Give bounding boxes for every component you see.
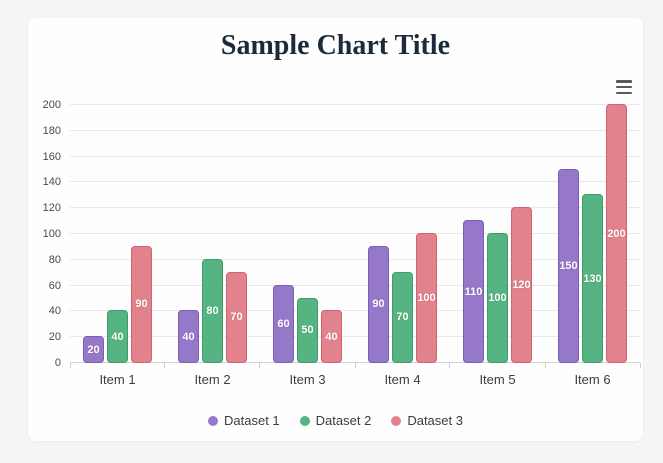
hamburger-line bbox=[616, 85, 632, 89]
gridline bbox=[70, 129, 640, 131]
legend-label: Dataset 3 bbox=[407, 413, 463, 428]
bar-value-label: 120 bbox=[512, 279, 531, 292]
plot-area: 0 20 40 60 80 100 120 140 160 180 200 20 40 90 Item 1 4… bbox=[43, 99, 641, 387]
x-axis-tick bbox=[164, 363, 166, 368]
bar-dataset-1-item-6[interactable]: 150 bbox=[558, 168, 579, 363]
y-axis-label: 200 bbox=[42, 99, 61, 111]
y-axis-label: 120 bbox=[42, 202, 61, 215]
bar-dataset-2-item-1[interactable]: 40 bbox=[107, 310, 128, 363]
bar-value-label: 200 bbox=[607, 227, 626, 240]
bar-group-item-2: 40 80 70 bbox=[165, 105, 260, 363]
bar-group-item-4: 90 70 100 bbox=[355, 105, 450, 363]
bar-value-label: 110 bbox=[464, 285, 483, 298]
legend-marker-icon bbox=[208, 415, 219, 426]
y-axis-label: 40 bbox=[48, 305, 61, 318]
bar-group-item-3: 60 50 40 bbox=[260, 105, 355, 363]
legend-label: Dataset 2 bbox=[315, 413, 372, 428]
bar-dataset-2-item-6[interactable]: 130 bbox=[582, 194, 603, 363]
gridline bbox=[70, 284, 640, 286]
bar-value-label: 40 bbox=[182, 330, 195, 343]
x-axis-tick bbox=[354, 363, 356, 368]
y-axis-label: 180 bbox=[42, 124, 61, 137]
bar-dataset-1-item-5[interactable]: 110 bbox=[463, 220, 484, 363]
bar-value-label: 80 bbox=[206, 304, 219, 317]
bar-group-item-5: 110 100 120 bbox=[450, 105, 545, 363]
bar-value-label: 100 bbox=[488, 292, 507, 304]
legend: Dataset 1 Dataset 2 Dataset 3 bbox=[28, 413, 643, 428]
bar-dataset-3-item-2[interactable]: 70 bbox=[226, 271, 247, 363]
hamburger-menu-icon[interactable] bbox=[616, 80, 634, 94]
y-axis-label: 100 bbox=[42, 228, 61, 240]
bar-dataset-3-item-1[interactable]: 90 bbox=[131, 245, 152, 363]
x-axis-label-item-2: Item 2 bbox=[194, 372, 231, 387]
gridline bbox=[70, 310, 640, 312]
bar-value-label: 90 bbox=[135, 298, 148, 311]
x-axis-line bbox=[70, 362, 640, 363]
legend-marker-icon bbox=[391, 415, 402, 426]
gridline bbox=[70, 336, 640, 338]
gridline bbox=[70, 181, 640, 183]
bar-value-label: 150 bbox=[559, 259, 578, 272]
chart-card: Sample Chart Title 0 20 40 60 80 100 120 140 160… bbox=[28, 18, 643, 441]
x-axis-label-item-3: Item 3 bbox=[289, 372, 326, 387]
bar-value-label: 130 bbox=[583, 272, 602, 285]
legend-marker-icon bbox=[299, 415, 310, 426]
y-axis-label: 0 bbox=[54, 357, 61, 369]
bar-dataset-3-item-4[interactable]: 100 bbox=[416, 233, 437, 363]
gridline bbox=[70, 207, 640, 209]
bar-group-item-1: 20 40 90 bbox=[70, 105, 165, 363]
bar-value-label: 20 bbox=[87, 343, 100, 356]
bar-value-label: 100 bbox=[417, 292, 436, 304]
bar-value-label: 50 bbox=[301, 324, 314, 337]
x-axis-label-item-1: Item 1 bbox=[99, 372, 136, 387]
bar-dataset-1-item-2[interactable]: 40 bbox=[178, 310, 199, 363]
y-axis-label: 60 bbox=[48, 279, 61, 292]
x-axis-label-item-4: Item 4 bbox=[384, 372, 421, 387]
y-axis-label: 160 bbox=[42, 150, 61, 163]
bar-value-label: 40 bbox=[111, 330, 124, 343]
hamburger-line bbox=[616, 80, 632, 83]
y-axis-label: 140 bbox=[42, 176, 61, 189]
bar-dataset-2-item-2[interactable]: 80 bbox=[202, 258, 223, 363]
x-axis-tick bbox=[544, 363, 546, 368]
legend-item-dataset-2[interactable]: Dataset 2 bbox=[299, 413, 372, 428]
bar-dataset-1-item-1[interactable]: 20 bbox=[83, 336, 104, 363]
bar-value-label: 90 bbox=[372, 298, 385, 311]
bar-value-label: 70 bbox=[396, 311, 409, 324]
gridline bbox=[70, 104, 640, 105]
x-axis-tick bbox=[639, 363, 641, 368]
bar-dataset-3-item-5[interactable]: 120 bbox=[511, 207, 532, 363]
bar-value-label: 70 bbox=[230, 311, 243, 324]
bar-dataset-1-item-3[interactable]: 60 bbox=[273, 284, 294, 363]
x-axis-label-item-6: Item 6 bbox=[574, 372, 611, 387]
x-axis-tick bbox=[69, 363, 71, 368]
bar-value-label: 40 bbox=[325, 330, 338, 343]
gridline bbox=[70, 155, 640, 157]
bar-dataset-1-item-4[interactable]: 90 bbox=[368, 245, 389, 363]
bar-dataset-2-item-5[interactable]: 100 bbox=[487, 233, 508, 363]
legend-item-dataset-3[interactable]: Dataset 3 bbox=[391, 413, 463, 428]
x-axis-tick bbox=[259, 363, 261, 368]
gridline bbox=[70, 258, 640, 260]
x-axis-tick bbox=[449, 363, 451, 368]
bar-dataset-3-item-3[interactable]: 40 bbox=[321, 310, 342, 363]
x-axis-label-item-5: Item 5 bbox=[479, 372, 516, 387]
bar-dataset-3-item-6[interactable]: 200 bbox=[606, 104, 627, 363]
bar-dataset-2-item-3[interactable]: 50 bbox=[297, 297, 318, 363]
chart-title: Sample Chart Title bbox=[220, 30, 451, 61]
bar-group-item-6: 150 130 200 bbox=[545, 104, 640, 363]
bar-dataset-2-item-4[interactable]: 70 bbox=[392, 271, 413, 363]
y-axis-label: 20 bbox=[48, 331, 61, 344]
hamburger-line bbox=[616, 91, 632, 94]
legend-item-dataset-1[interactable]: Dataset 1 bbox=[208, 413, 280, 428]
y-axis-label: 80 bbox=[48, 253, 61, 266]
gridline bbox=[70, 233, 640, 234]
legend-label: Dataset 1 bbox=[224, 413, 280, 428]
bar-value-label: 60 bbox=[277, 317, 290, 330]
